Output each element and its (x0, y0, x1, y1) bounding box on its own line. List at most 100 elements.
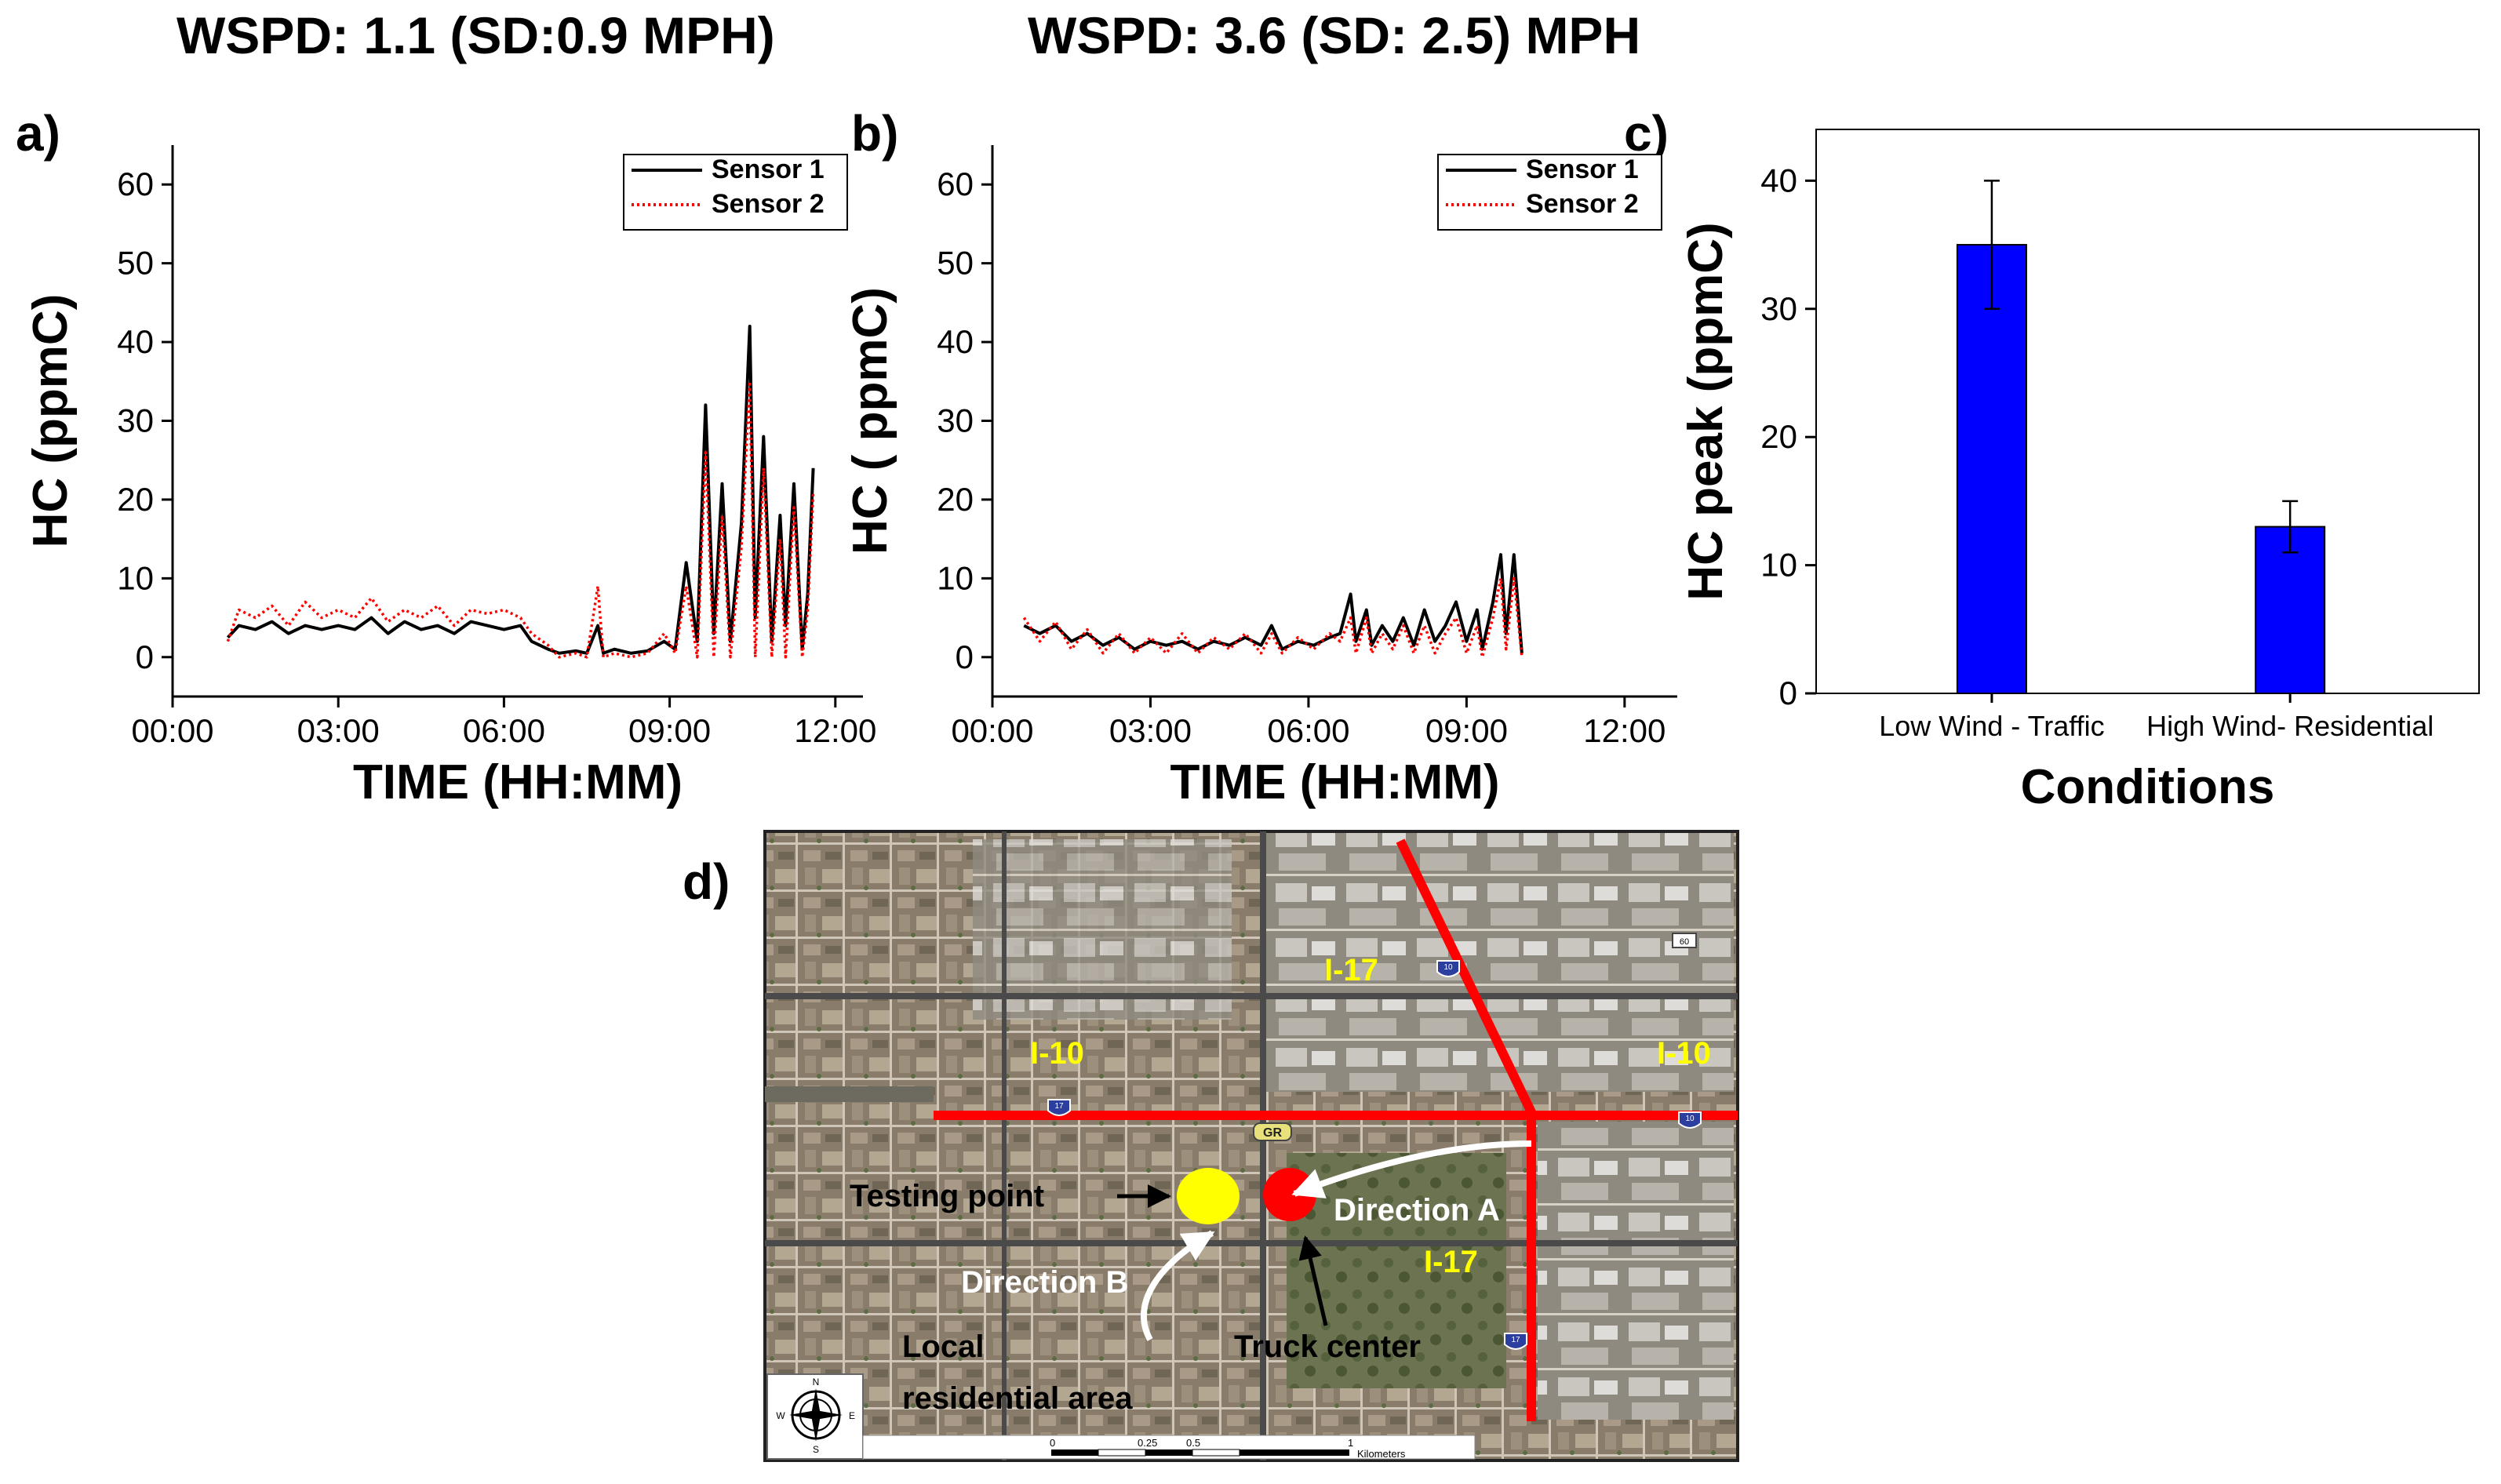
compass-rose: N W E S (766, 1373, 864, 1460)
chart-a-x-tick-label: 09:00 (628, 712, 711, 749)
testing-point-marker (1177, 1168, 1240, 1224)
map-label-i10-right: I-10 (1657, 1036, 1711, 1071)
chart-a-y-tick-label: 30 (117, 402, 154, 439)
chart-a: 00:00 03:00 06:00 09:00 12:00 0 10 20 30 40 50 60 TI… (24, 145, 876, 809)
chart-b-y-tick-label: 60 (937, 165, 974, 202)
compass-e: E (849, 1410, 855, 1421)
map-label-i17-bottom: I-17 (1424, 1245, 1478, 1279)
chart-c-bar-2 (2255, 526, 2326, 694)
chart-a-y-tick-label: 0 (136, 638, 154, 675)
chart-a-x-tick-label: 12:00 (794, 712, 876, 749)
compass-s: S (813, 1444, 819, 1455)
panel-label-d: d) (683, 853, 730, 910)
chart-b-series-2-line (1022, 577, 1524, 659)
map-industrial-area-east (1538, 1122, 1734, 1420)
chart-a-series-1-line (226, 325, 815, 655)
map-shield-3: 10 (1678, 1111, 1702, 1129)
chart-c-x-label: Conditions (2021, 760, 2275, 814)
map-shield-4: 17 (1504, 1333, 1527, 1350)
map-label-testing-point: Testing point (850, 1179, 1044, 1213)
direction-b-arrow (1140, 1230, 1215, 1341)
chart-c-y-tick-label: 10 (1760, 547, 1797, 584)
truck-center-marker (1263, 1168, 1316, 1221)
chart-a-x-tick-label: 06:00 (463, 712, 545, 749)
chart-a-y-label: HC (ppmC) (24, 294, 78, 548)
map-label-local-line1: Local (902, 1329, 984, 1364)
map-label-truck-center: Truck center (1234, 1329, 1421, 1364)
map-label-i10-left: I-10 (1030, 1036, 1084, 1071)
svg-text:60: 60 (1680, 937, 1689, 947)
svg-text:10: 10 (1685, 1115, 1695, 1123)
chart-b-legend-label-1: Sensor 1 (1526, 155, 1639, 184)
chart-a-legend-box (623, 154, 848, 231)
chart-a-y-tick-label: 50 (117, 245, 154, 282)
compass-w: W (776, 1410, 785, 1421)
chart-b-y-tick-label: 40 (937, 323, 974, 360)
svg-text:10: 10 (1443, 963, 1453, 972)
direction-a-arrow (1291, 1140, 1532, 1198)
map-label-direction-b: Direction B (961, 1265, 1128, 1300)
chart-b-x-tick-label: 00:00 (951, 712, 1033, 749)
scale-bar: 0 0.25 0.5 1 Kilometers (862, 1435, 1476, 1460)
chart-a-y-tick-label: 60 (117, 165, 154, 202)
map-shield-2: 17 (1047, 1099, 1071, 1116)
chart-b-y-tick-label: 0 (956, 638, 974, 675)
panel-label-b: b) (851, 105, 898, 162)
chart-a-legend-label-1: Sensor 1 (712, 155, 825, 184)
chart-a-x-label: TIME (HH:MM) (353, 755, 683, 809)
panel-label-c: c) (1624, 105, 1669, 162)
chart-b: 00:00 03:00 06:00 09:00 12:00 0 10 20 30 40 50 60 TI… (843, 145, 1677, 809)
svg-text:GR: GR (1263, 1126, 1282, 1140)
map-panel: 10 17 10 17 60 GR I-17 I-10 I-10 I-17 (763, 830, 1739, 1462)
map-label-direction-a: Direction A (1334, 1193, 1500, 1228)
scale-label-0: 0 (1050, 1437, 1055, 1449)
chart-a-y-tick-label: 20 (117, 481, 154, 518)
map-label-i17-top: I-17 (1324, 953, 1378, 988)
title-right: WSPD: 3.6 (SD: 2.5) MPH (1028, 6, 1640, 64)
truck-center-arrow (1298, 1235, 1328, 1326)
chart-a-y-tick-label: 40 (117, 323, 154, 360)
chart-b-y-tick-label: 30 (937, 402, 974, 439)
map-label-local-line2: residential area (902, 1381, 1133, 1416)
svg-text:17: 17 (1511, 1336, 1520, 1344)
chart-b-legend-box (1437, 154, 1662, 231)
title-left: WSPD: 1.1 (SD:0.9 MPH) (177, 6, 775, 64)
map-industrial-area-center (973, 839, 1232, 1020)
chart-c-y-tick-label: 20 (1760, 418, 1797, 455)
map-highway-i17 (1396, 838, 1536, 1421)
chart-c-y-tick-label: 40 (1760, 162, 1797, 198)
chart-c-y-tick-label: 0 (1779, 675, 1797, 711)
chart-a-series-2-line (226, 380, 815, 659)
scale-label-025: 0.25 (1138, 1437, 1157, 1449)
chart-b-series-1-line (1023, 553, 1524, 653)
chart-b-y-tick-label: 10 (937, 559, 974, 596)
svg-text:17: 17 (1054, 1102, 1064, 1111)
chart-c-x-tick-label-1: Low Wind - Traffic (1879, 710, 2104, 742)
compass-n: N (813, 1377, 820, 1388)
chart-c-frame (1815, 129, 2480, 694)
chart-b-legend-label-2: Sensor 2 (1526, 189, 1639, 219)
chart-b-y-label: HC ( ppmC) (843, 287, 897, 555)
panel-label-a: a) (16, 105, 60, 162)
map-shield-5: 60 (1672, 933, 1697, 948)
scale-label-1: 1 (1348, 1437, 1353, 1449)
chart-b-y-tick-label: 20 (937, 481, 974, 518)
chart-c: 0 10 20 30 40 Low Wind - Traffic High Wind- Re… (1679, 129, 2480, 814)
chart-c-x-tick-label-2: High Wind- Residential (2146, 710, 2434, 742)
chart-a-x-tick-label: 00:00 (131, 712, 213, 749)
chart-c-y-tick-label: 30 (1760, 290, 1797, 327)
chart-b-y-tick-label: 50 (937, 245, 974, 282)
chart-b-x-tick-label: 06:00 (1267, 712, 1349, 749)
chart-c-bar-1 (1956, 244, 2027, 694)
scale-label-unit: Kilometers (1357, 1448, 1406, 1460)
map-gr-badge: GR (1253, 1122, 1292, 1141)
chart-b-x-tick-label: 12:00 (1583, 712, 1666, 749)
chart-b-x-label: TIME (HH:MM) (1170, 755, 1499, 809)
chart-a-legend-label-2: Sensor 2 (712, 189, 825, 219)
chart-a-x-tick-label: 03:00 (297, 712, 380, 749)
chart-c-y-label: HC peak (ppmC) (1679, 222, 1733, 600)
chart-a-y-tick-label: 10 (117, 559, 154, 596)
chart-b-x-tick-label: 09:00 (1425, 712, 1508, 749)
